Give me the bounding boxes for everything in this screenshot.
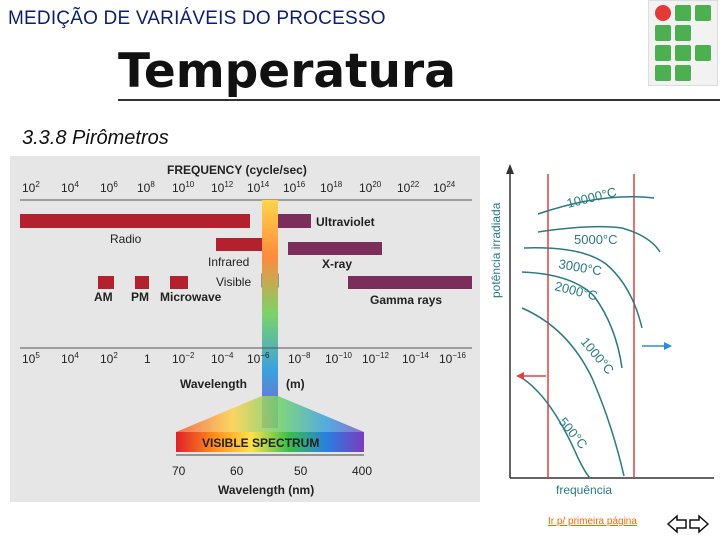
wavelength-tick: 105 (22, 351, 40, 366)
frequency-axis-title: FREQUENCY (cycle/sec) (167, 163, 307, 177)
curve-label-3000c: 3000°C (557, 256, 602, 278)
frequency-tick: 102 (22, 180, 40, 195)
microwave-label: Microwave (160, 290, 222, 304)
frequency-tick: 1022 (397, 180, 420, 195)
curve-5000c (537, 225, 661, 253)
wavelength-tick: 10−8 (288, 351, 311, 366)
microwave-band (170, 276, 188, 289)
section-title: 3.3.8 Pirômetros (22, 127, 169, 149)
frequency-tick: 1018 (320, 180, 343, 195)
wavelength-axis-title: Wavelength (180, 377, 247, 391)
nm-axis-title: Wavelength (nm) (218, 483, 314, 497)
navigation-arrows[interactable] (666, 512, 710, 536)
curve-1000c (521, 307, 625, 477)
visible-spectrum-bar (176, 432, 364, 452)
back-arrow-icon[interactable] (666, 514, 687, 534)
infrared-band (216, 238, 266, 251)
wavelength-tick: 10−4 (211, 351, 234, 366)
ultraviolet-band (277, 214, 311, 228)
wavelength-tick: 10−14 (402, 351, 429, 366)
radio-label: Radio (110, 232, 142, 246)
frequency-tick: 104 (61, 180, 79, 195)
first-page-link[interactable]: Ir p/ primeira página (548, 516, 637, 527)
curve-label-10000c: 10000°C (565, 184, 618, 211)
frequency-tick: 1020 (359, 180, 382, 195)
x-axis-label: frequência (556, 483, 612, 497)
gamma-band (348, 276, 472, 289)
curve-3000c (523, 247, 643, 329)
curve-label-2000c: 2000°C (553, 278, 599, 303)
wavelength-tick: 104 (61, 351, 79, 366)
xray-label: X-ray (322, 257, 352, 271)
visible-funnel (176, 396, 364, 432)
forward-arrow-icon[interactable] (689, 514, 710, 534)
frequency-tick: 1024 (433, 180, 456, 195)
wavelength-axis-unit: (m) (286, 377, 305, 391)
red-arrowhead-icon (516, 372, 524, 380)
visible-label: Visible (216, 275, 251, 289)
curve-500c (521, 377, 591, 479)
curve-label-5000c: 5000°C (574, 232, 618, 247)
spectrum-figure: FREQUENCY (cycle/sec) 102 104 106 108 10… (10, 156, 480, 502)
pm-label: PM (131, 290, 149, 304)
ultraviolet-label: Ultraviolet (316, 215, 375, 229)
radio-band (20, 214, 250, 228)
frequency-tick: 1012 (211, 180, 234, 195)
visible-spectrum-label: VISIBLE SPECTRUM (202, 436, 319, 450)
y-axis-label: potência irradiada (489, 202, 503, 298)
wavelength-tick: 10−16 (439, 351, 466, 366)
title-underline (118, 99, 720, 101)
wavelength-tick: 10−12 (362, 351, 389, 366)
am-band (98, 276, 114, 289)
nm-tick: 50 (294, 464, 308, 478)
nm-tick: 60 (230, 464, 244, 478)
infrared-label: Infrared (208, 255, 249, 269)
frequency-tick: 1014 (247, 180, 270, 195)
frequency-tick: 1010 (172, 180, 195, 195)
header-title: MEDIÇÃO DE VARIÁVEIS DO PROCESSO (8, 8, 386, 29)
wavelength-tick: 10−10 (325, 351, 352, 366)
nm-tick: 400 (352, 464, 372, 478)
frequency-tick: 108 (137, 180, 155, 195)
wavelength-tick: 10−2 (172, 351, 195, 366)
page-title: Temperatura (118, 44, 456, 99)
wavelength-tick: 1 (144, 352, 151, 366)
xray-band (288, 242, 382, 255)
frequency-tick: 106 (100, 180, 118, 195)
frequency-tick: 1016 (283, 180, 306, 195)
frequency-tick-labels: 102 104 106 108 1010 1012 1014 1016 1018… (22, 180, 456, 195)
planck-figure: potência irradiada frequência 10000°C 50… (482, 158, 718, 502)
wavelength-tick: 102 (100, 351, 118, 366)
am-label: AM (94, 290, 113, 304)
wavelength-tick: 10−6 (247, 351, 270, 366)
ifpe-logo (648, 0, 718, 86)
curve-2000c (521, 271, 623, 369)
blue-arrowhead-icon (664, 342, 672, 350)
nm-tick: 70 (172, 464, 186, 478)
visible-column (262, 200, 278, 428)
y-axis-arrow-icon (506, 164, 514, 174)
curve-label-1000c: 1000°C (578, 334, 617, 377)
pm-band (135, 276, 149, 289)
curve-10000c (537, 195, 655, 215)
gamma-label: Gamma rays (370, 293, 442, 307)
